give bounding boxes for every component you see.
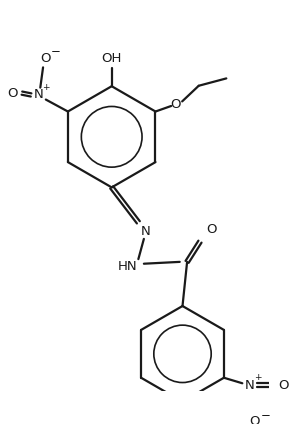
Text: N: N bbox=[34, 89, 43, 101]
Text: −: − bbox=[260, 409, 270, 422]
Text: O: O bbox=[278, 379, 289, 392]
Text: N: N bbox=[245, 379, 255, 392]
Text: O: O bbox=[207, 223, 217, 236]
Text: +: + bbox=[254, 373, 262, 382]
Text: O: O bbox=[171, 98, 181, 111]
Text: O: O bbox=[249, 416, 260, 424]
Text: O: O bbox=[40, 52, 51, 65]
Text: +: + bbox=[42, 83, 50, 92]
Text: −: − bbox=[51, 45, 61, 58]
Text: OH: OH bbox=[101, 52, 122, 65]
Text: HN: HN bbox=[118, 260, 137, 273]
Text: N: N bbox=[141, 225, 151, 238]
Text: O: O bbox=[8, 86, 18, 100]
